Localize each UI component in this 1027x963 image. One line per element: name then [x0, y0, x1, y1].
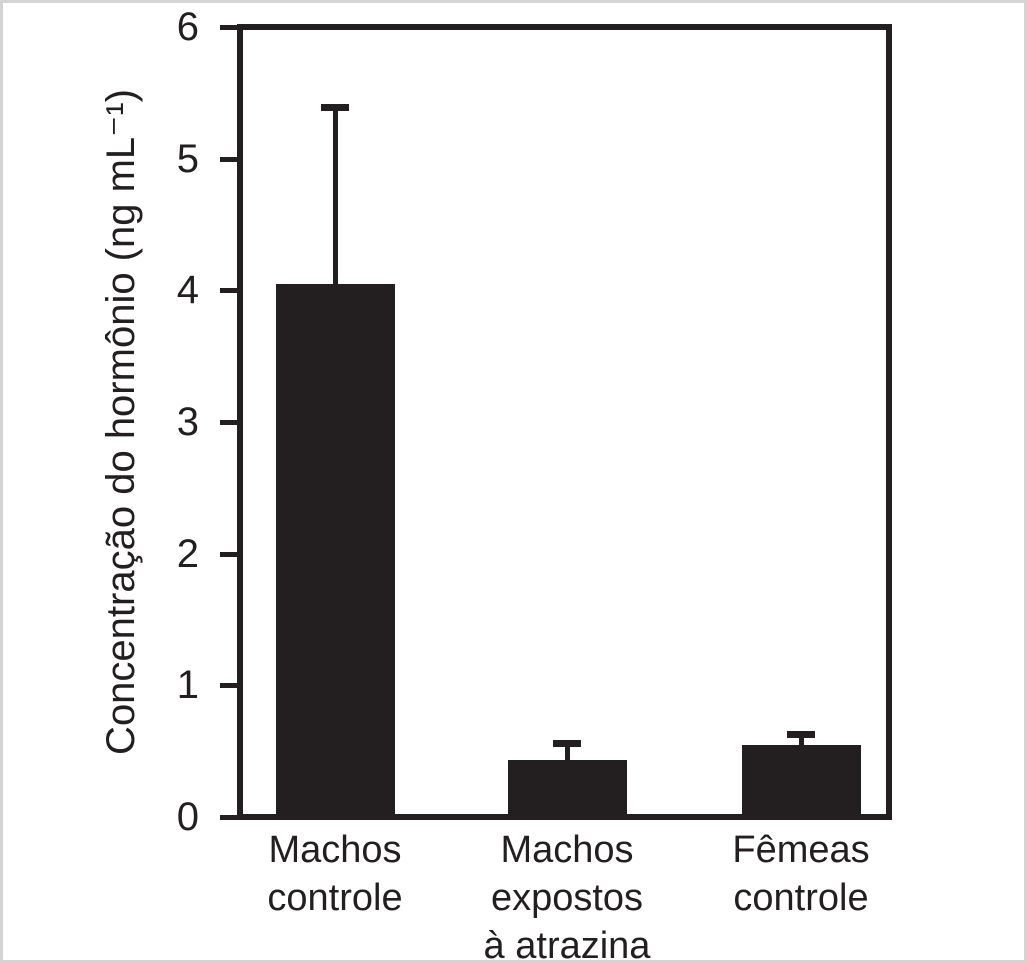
error-bar-cap — [787, 731, 815, 738]
y-tick-label: 5 — [176, 137, 199, 181]
y-tick-label: 1 — [176, 663, 199, 707]
bar — [508, 760, 627, 814]
y-tick-label: 2 — [176, 532, 199, 576]
bar — [276, 284, 395, 814]
bar — [742, 745, 861, 814]
y-tick-mark — [220, 25, 237, 30]
error-bar-cap — [321, 104, 349, 111]
x-category-label: Machos expostos à atrazina — [483, 829, 651, 963]
y-tick-mark — [220, 683, 237, 688]
error-bar-line — [565, 743, 570, 760]
y-tick-mark — [220, 815, 237, 820]
error-bar-line — [333, 107, 338, 284]
y-tick-label: 4 — [176, 268, 199, 312]
y-tick-label: 0 — [176, 795, 199, 839]
y-tick-mark — [220, 420, 237, 425]
y-tick-label: 6 — [176, 5, 199, 49]
y-tick-mark — [220, 157, 237, 162]
x-category-label: Fêmeas controle — [732, 829, 870, 919]
error-bar-cap — [553, 740, 581, 747]
y-tick-label: 3 — [176, 400, 199, 444]
error-bar-line — [799, 734, 804, 745]
plot-area — [237, 24, 892, 820]
x-category-label: Machos controle — [267, 829, 403, 919]
y-tick-mark — [220, 288, 237, 293]
y-tick-mark — [220, 552, 237, 557]
